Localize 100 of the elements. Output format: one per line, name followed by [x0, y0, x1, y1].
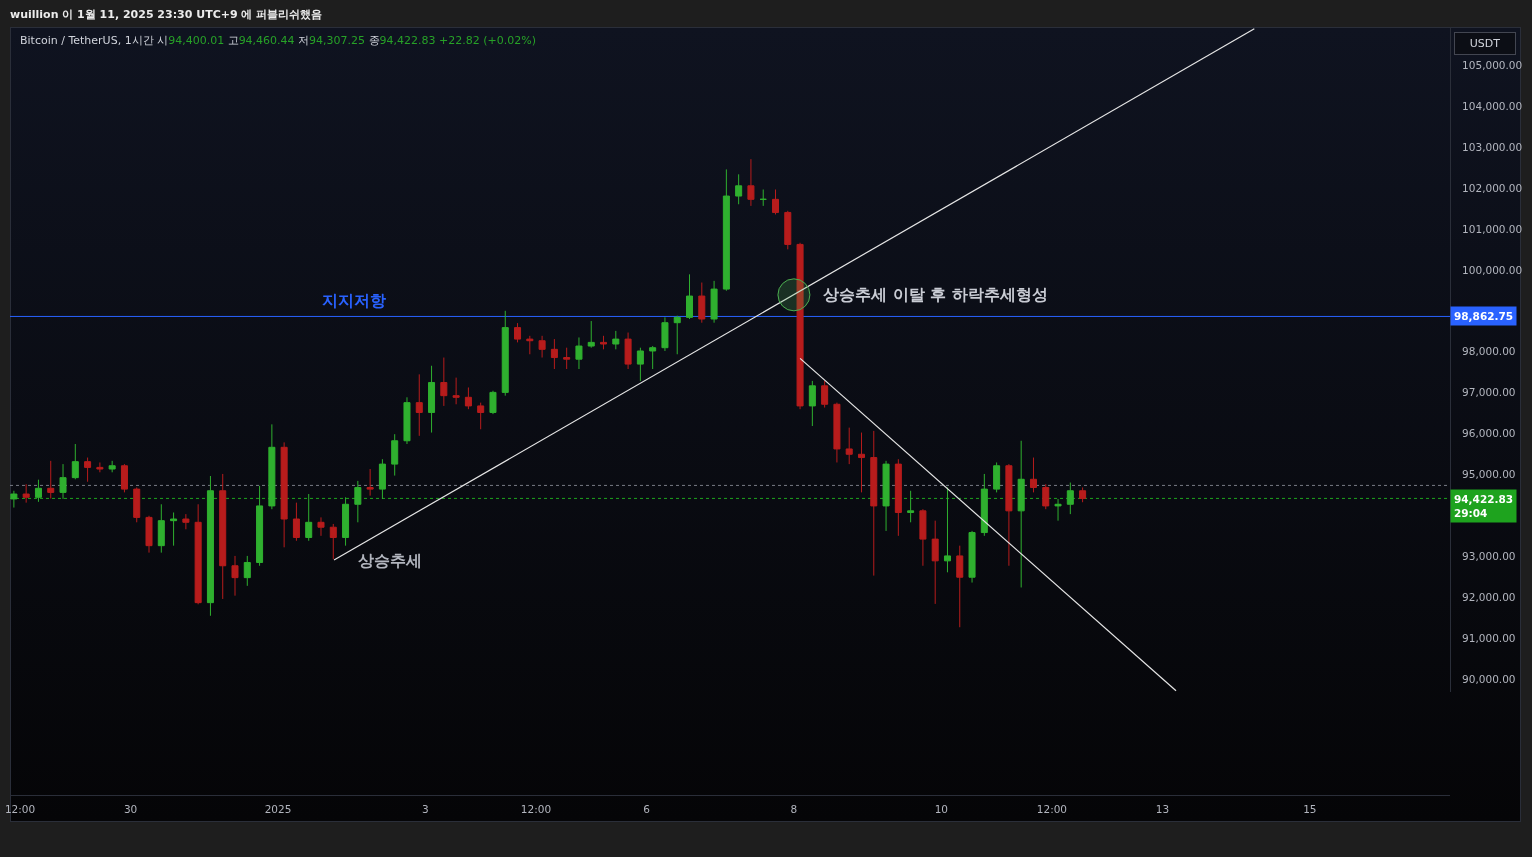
candlestick	[182, 513, 190, 530]
candlestick	[243, 555, 251, 587]
candlestick	[673, 315, 681, 355]
candlestick	[170, 511, 178, 547]
candlestick	[10, 490, 18, 509]
y-tick-label: 98,000.00	[1462, 345, 1516, 358]
ref-line-label: 98,862.75	[1454, 310, 1514, 322]
candlestick	[538, 335, 546, 359]
candlestick	[354, 480, 362, 523]
candlestick	[514, 322, 522, 343]
candlestick	[120, 463, 128, 493]
candlestick	[317, 516, 325, 537]
chart-title: wuillion 이 1월 11, 2025 23:30 UTC+9 에 퍼블리쉬했음	[10, 7, 323, 21]
candlestick	[1029, 457, 1037, 493]
candlestick	[219, 473, 227, 600]
candlestick	[956, 545, 964, 628]
y-tick-label: 93,000.00	[1462, 550, 1516, 563]
candlestick	[71, 443, 79, 480]
x-tick-label: 12:00	[520, 802, 552, 815]
x-tick-label: 30	[123, 802, 138, 815]
candlestick	[759, 188, 767, 207]
candlestick	[698, 282, 706, 324]
candlestick	[452, 377, 460, 405]
candlestick	[550, 338, 558, 370]
candlestick	[268, 423, 276, 510]
candlestick	[108, 460, 116, 473]
candlestick	[870, 430, 878, 577]
candlestick	[157, 503, 165, 554]
candlestick	[894, 458, 902, 537]
candlestick	[1079, 486, 1087, 503]
candlestick	[145, 515, 153, 554]
x-tick-label: 3	[422, 802, 429, 815]
annotation: 지지저항	[322, 291, 386, 310]
y-tick-label: 105,000.00	[1462, 58, 1523, 71]
candlestick	[305, 493, 313, 542]
y-tick-label: 101,000.00	[1462, 222, 1523, 235]
candlestick	[464, 386, 472, 410]
y-tick-label: 100,000.00	[1462, 263, 1523, 276]
candlestick	[366, 468, 374, 497]
candlestick	[22, 483, 30, 504]
y-tick-label: 103,000.00	[1462, 140, 1523, 153]
text: Bitcoin / TetherUS, 1시간 시94,400.01 고94,460.44 저94,307.25 종94,422.83 +22.82 (+0.02%)	[20, 34, 537, 47]
ref-line-label: 94,422.83	[1454, 493, 1514, 505]
x-tick-label: 6	[643, 802, 651, 815]
candlestick	[501, 310, 509, 397]
candlestick	[133, 486, 141, 523]
candlestick	[747, 158, 755, 207]
candlestick	[440, 357, 448, 407]
y-tick-label: 97,000.00	[1462, 386, 1516, 399]
candlestick	[231, 555, 239, 597]
x-tick-label: 10	[934, 802, 949, 815]
candlestick	[477, 402, 485, 430]
y-tick-label: 96,000.00	[1462, 427, 1516, 440]
x-tick-label: 12:00	[4, 802, 36, 815]
y-tick-label: 102,000.00	[1462, 181, 1523, 194]
candlestick	[256, 485, 264, 567]
candlestick	[882, 460, 890, 532]
y-tick-label: 91,000.00	[1462, 632, 1516, 645]
candlestick	[796, 242, 804, 410]
candlestick	[821, 380, 829, 409]
candlestick	[833, 402, 841, 463]
candlestick	[194, 503, 202, 605]
candlestick	[1054, 498, 1062, 522]
candlestick	[280, 441, 288, 548]
candlestick	[857, 432, 865, 493]
text: 29:04	[1454, 506, 1488, 519]
y-tick-label: 95,000.00	[1462, 468, 1516, 481]
y-axis-title: USDT	[1469, 37, 1501, 50]
candlestick	[342, 496, 350, 547]
candlestick	[84, 457, 92, 483]
candlestick	[919, 508, 927, 567]
candlestick	[980, 473, 988, 537]
candlestick	[808, 380, 816, 427]
candlestick	[59, 463, 67, 500]
y-tick-label: 104,000.00	[1462, 99, 1523, 112]
candlestick	[993, 461, 1001, 493]
candlestick	[206, 475, 214, 617]
candlestick	[34, 479, 42, 503]
candlestick	[968, 530, 976, 584]
candlestick	[784, 210, 792, 250]
candlestick	[587, 320, 595, 349]
candlestick	[1066, 482, 1074, 515]
candlestick	[612, 330, 620, 350]
x-tick-label: 8	[790, 802, 798, 815]
candlestick	[686, 273, 694, 320]
candlestick	[845, 427, 853, 465]
annotation: 상승추세 이탈 후 하락추세형성	[823, 285, 1048, 304]
candlestick	[489, 390, 497, 415]
candlestick	[661, 316, 669, 352]
candlestick	[1005, 463, 1013, 567]
candlestick	[624, 332, 632, 370]
x-tick-label: 2025	[264, 802, 292, 815]
candlestick	[575, 336, 583, 370]
candlestick	[563, 347, 571, 370]
candlestick	[415, 373, 423, 437]
candlestick	[710, 280, 718, 324]
candlestick	[771, 188, 780, 215]
candlestick	[931, 520, 939, 605]
candlestick	[526, 335, 534, 355]
candlestick	[1042, 483, 1050, 510]
